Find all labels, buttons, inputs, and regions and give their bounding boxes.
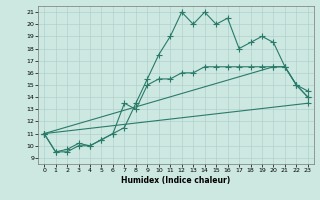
X-axis label: Humidex (Indice chaleur): Humidex (Indice chaleur) <box>121 176 231 185</box>
